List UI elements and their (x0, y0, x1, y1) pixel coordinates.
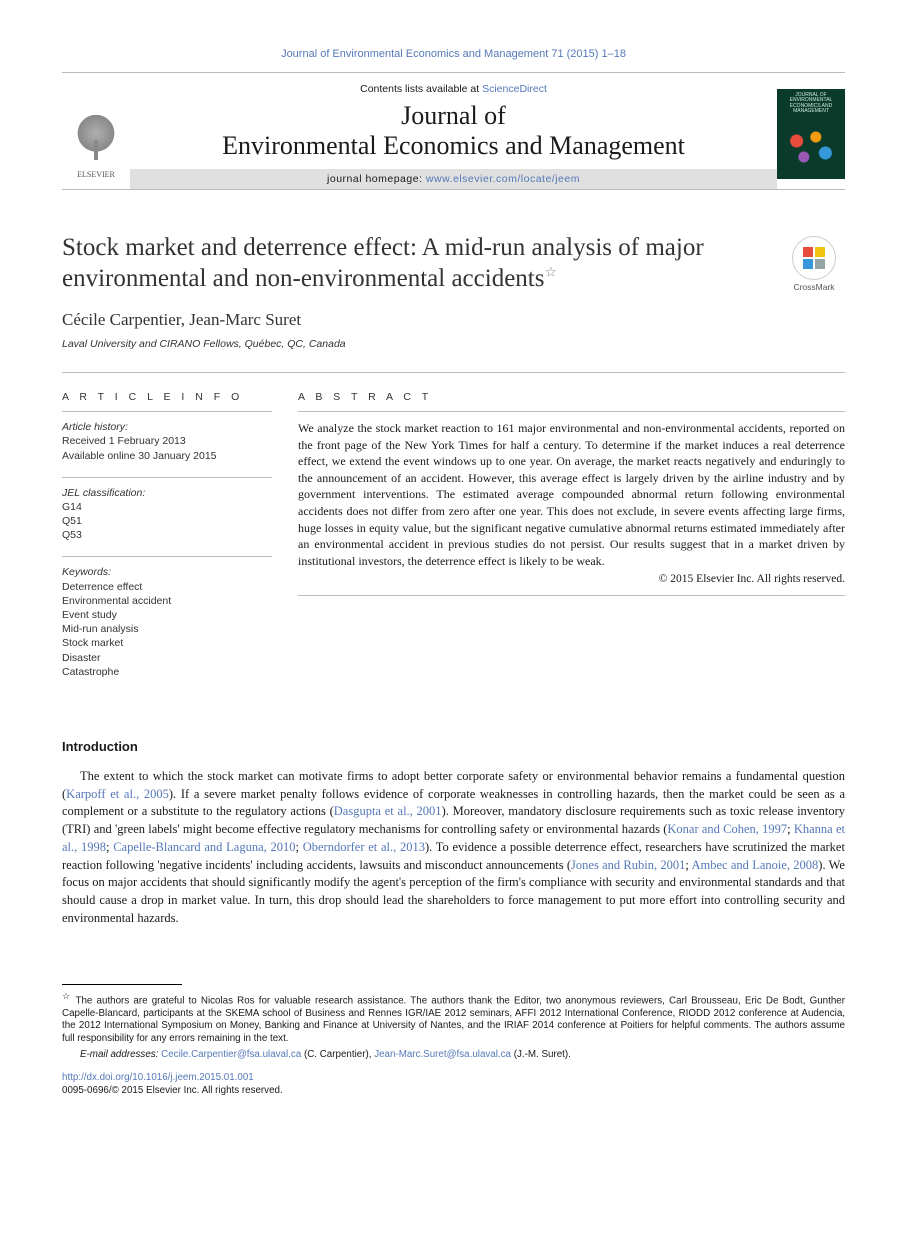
intro-paragraph: The extent to which the stock market can… (62, 768, 845, 928)
jel-code: Q53 (62, 528, 272, 542)
p1-seg: ; (787, 822, 794, 836)
abstract-column: A B S T R A C T We analyze the stock mar… (298, 391, 845, 693)
crossmark-label: CrossMark (783, 282, 845, 292)
intro-heading: Introduction (62, 739, 845, 754)
meta-rule-3 (62, 556, 272, 557)
elsevier-tree-icon (67, 110, 125, 168)
contents-line: Contents lists available at ScienceDirec… (130, 83, 777, 95)
authors: Cécile Carpentier, Jean-Marc Suret (62, 310, 845, 330)
abstract-rule (298, 411, 845, 412)
citation-link[interactable]: Ambec and Lanoie, 2008 (691, 858, 818, 872)
homepage-prefix: journal homepage: (327, 173, 426, 185)
crossmark-icon (792, 236, 836, 280)
elsevier-logo: ELSEVIER (62, 110, 130, 189)
jel-code: Q51 (62, 514, 272, 528)
email-line: E-mail addresses: Cecile.Carpentier@fsa.… (62, 1049, 845, 1060)
email-who: (J.-M. Suret). (511, 1049, 571, 1060)
journal-header: ELSEVIER Contents lists available at Sci… (62, 72, 845, 190)
doi-link[interactable]: http://dx.doi.org/10.1016/j.jeem.2015.01… (62, 1072, 254, 1083)
keyword: Catastrophe (62, 665, 272, 679)
jel-code: G14 (62, 500, 272, 514)
keyword: Environmental accident (62, 594, 272, 608)
rule-top (62, 372, 845, 373)
keywords-block: Keywords: Deterrence effect Environmenta… (62, 565, 272, 678)
keyword: Mid-run analysis (62, 622, 272, 636)
issn-copyright: 0095-0696/© 2015 Elsevier Inc. All right… (62, 1085, 283, 1096)
email-link[interactable]: Jean-Marc.Suret@fsa.ulaval.ca (374, 1049, 511, 1060)
header-center: Contents lists available at ScienceDirec… (130, 83, 777, 189)
article-history: Article history: Received 1 February 201… (62, 420, 272, 463)
received-date: Received 1 February 2013 (62, 434, 272, 448)
journal-line2: Environmental Economics and Management (222, 131, 685, 160)
abstract-label: A B S T R A C T (298, 391, 845, 403)
meta-rule-2 (62, 477, 272, 478)
article-info-column: A R T I C L E I N F O Article history: R… (62, 391, 272, 693)
meta-rule-1 (62, 411, 272, 412)
keyword: Deterrence effect (62, 580, 272, 594)
journal-line1: Journal of (401, 101, 506, 130)
footnote-star: ☆ (62, 991, 72, 1001)
cover-text: JOURNAL OF ENVIRONMENTAL ECONOMICS AND M… (781, 93, 841, 115)
footnote-acknowledgments: ☆ The authors are grateful to Nicolas Ro… (62, 991, 845, 1046)
keywords-heading: Keywords: (62, 565, 272, 579)
jel-block: JEL classification: G14 Q51 Q53 (62, 486, 272, 543)
crossmark-badge[interactable]: CrossMark (783, 236, 845, 292)
meta-abstract-row: A R T I C L E I N F O Article history: R… (62, 391, 845, 693)
bottom-block: http://dx.doi.org/10.1016/j.jeem.2015.01… (62, 1072, 845, 1097)
citation-link[interactable]: Karpoff et al., 2005 (66, 787, 169, 801)
footnote-rule (62, 984, 182, 985)
online-date: Available online 30 January 2015 (62, 449, 272, 463)
citation-line: Journal of Environmental Economics and M… (62, 48, 845, 60)
citation-link[interactable]: Oberndorfer et al., 2013 (303, 840, 425, 854)
citation-link[interactable]: Jones and Rubin, 2001 (571, 858, 685, 872)
email-who: (C. Carpentier), (301, 1049, 374, 1060)
footnote-text: The authors are grateful to Nicolas Ros … (62, 995, 845, 1044)
article-info-label: A R T I C L E I N F O (62, 391, 272, 403)
jel-heading: JEL classification: (62, 486, 272, 500)
page: Journal of Environmental Economics and M… (0, 0, 907, 1137)
history-heading: Article history: (62, 420, 272, 434)
elsevier-label: ELSEVIER (62, 170, 130, 179)
title-footnote-star: ☆ (544, 266, 557, 281)
contents-prefix: Contents lists available at (360, 83, 482, 95)
homepage-bar: journal homepage: www.elsevier.com/locat… (130, 169, 777, 189)
email-link[interactable]: Cecile.Carpentier@fsa.ulaval.ca (161, 1049, 301, 1060)
p1-seg: ; (296, 840, 303, 854)
title-text: Stock market and deterrence effect: A mi… (62, 234, 704, 292)
journal-cover-thumb: JOURNAL OF ENVIRONMENTAL ECONOMICS AND M… (777, 89, 845, 179)
citation-link[interactable]: Dasgupta et al., 2001 (334, 804, 442, 818)
keyword: Disaster (62, 651, 272, 665)
abstract-text: We analyze the stock market reaction to … (298, 420, 845, 569)
homepage-link[interactable]: www.elsevier.com/locate/jeem (426, 173, 580, 185)
affiliation: Laval University and CIRANO Fellows, Qué… (62, 338, 845, 350)
title-block: CrossMark Stock market and deterrence ef… (62, 232, 845, 351)
citation-link[interactable]: Konar and Cohen, 1997 (667, 822, 787, 836)
keyword: Stock market (62, 636, 272, 650)
journal-name: Journal of Environmental Economics and M… (130, 101, 777, 161)
email-label: E-mail addresses: (80, 1049, 161, 1060)
abstract-copyright: © 2015 Elsevier Inc. All rights reserved… (298, 573, 845, 585)
sciencedirect-link[interactable]: ScienceDirect (482, 83, 547, 95)
citation-link[interactable]: Capelle-Blancard and Laguna, 2010 (113, 840, 295, 854)
keyword: Event study (62, 608, 272, 622)
article-title: Stock market and deterrence effect: A mi… (62, 232, 732, 295)
abstract-rule-bottom (298, 595, 845, 596)
